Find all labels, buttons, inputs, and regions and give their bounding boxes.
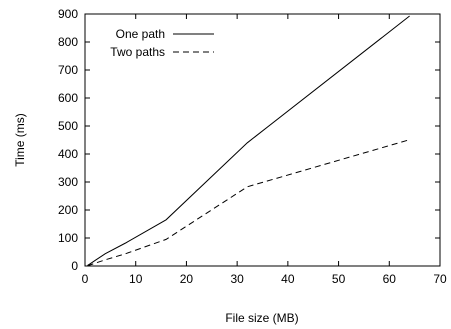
legend: One path Two paths: [110, 27, 214, 59]
x-tick-label: 0: [82, 272, 89, 286]
y-tick-label: 900: [58, 7, 78, 21]
y-tick-label: 800: [58, 35, 78, 49]
x-tick-label: 50: [332, 272, 346, 286]
y-tick-label: 400: [58, 147, 78, 161]
y-axis-title: Time (ms): [13, 113, 27, 167]
legend-label-one-path: One path: [116, 27, 165, 41]
x-tick-label: 40: [281, 272, 295, 286]
x-tick-label: 30: [230, 272, 244, 286]
x-tick-label: 70: [433, 272, 447, 286]
y-tick-label: 300: [58, 175, 78, 189]
y-tick-label: 500: [58, 119, 78, 133]
x-axis-title: File size (MB): [225, 311, 298, 325]
y-tick-label: 200: [58, 203, 78, 217]
y-tick-label: 600: [58, 91, 78, 105]
series-line-two-paths: [88, 140, 410, 266]
x-tick-label: 20: [180, 272, 194, 286]
y-tick-label: 700: [58, 63, 78, 77]
y-tick-label: 100: [58, 231, 78, 245]
y-tick-label: 0: [71, 259, 78, 273]
x-tick-label: 10: [129, 272, 143, 286]
legend-label-two-paths: Two paths: [110, 45, 165, 59]
x-tick-label: 60: [383, 272, 397, 286]
